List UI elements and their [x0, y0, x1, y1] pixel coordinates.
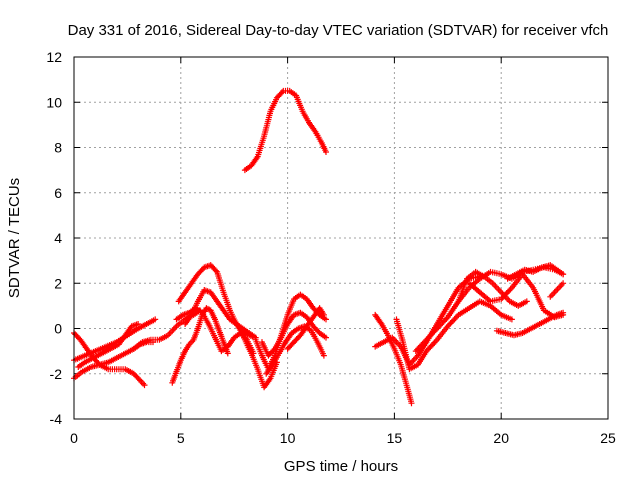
series-sat-j	[229, 316, 280, 391]
series-sat-v	[493, 309, 567, 339]
grid-layer	[74, 57, 608, 419]
x-axis-label: GPS time / hours	[284, 458, 398, 475]
series-sat-d	[75, 321, 142, 370]
y-tick-label: 0	[54, 321, 62, 337]
series-sat-r	[393, 298, 515, 373]
y-tick-label: 10	[46, 94, 62, 110]
x-tick-label: 15	[387, 430, 403, 446]
series-points	[547, 280, 567, 300]
series-points	[241, 87, 329, 174]
series-points	[504, 262, 567, 282]
series-sat-w	[504, 262, 567, 282]
y-tick-label: 8	[54, 140, 62, 156]
x-tick-label: 25	[600, 430, 616, 446]
series-points	[393, 298, 515, 373]
series-sat-n	[284, 305, 327, 352]
y-tick-label: -2	[50, 366, 63, 382]
series-points	[284, 305, 327, 352]
series-points	[493, 309, 567, 339]
y-axis-label: SDTVAR / TECUs	[6, 178, 23, 298]
chart-title: Day 331 of 2016, Sidereal Day-to-day VTE…	[68, 22, 609, 39]
series-sat-x	[547, 280, 567, 300]
y-tick-label: 4	[54, 230, 62, 246]
y-tick-label: 12	[46, 49, 62, 65]
x-tick-label: 10	[280, 430, 296, 446]
series-sat-o	[241, 87, 329, 174]
data-layer	[71, 87, 567, 407]
y-tick-label: -4	[50, 411, 63, 427]
y-tick-label: 2	[54, 275, 62, 291]
series-points	[75, 321, 142, 370]
tick-layer: 0 5 10 15 20 25 -4 -2 0 2 4 6 8 10 12	[46, 49, 616, 446]
x-tick-label: 5	[177, 430, 185, 446]
x-tick-label: 20	[493, 430, 509, 446]
y-tick-label: 6	[54, 185, 62, 201]
x-tick-label: 0	[70, 430, 78, 446]
series-points	[229, 316, 280, 391]
plot-frame	[73, 56, 609, 420]
